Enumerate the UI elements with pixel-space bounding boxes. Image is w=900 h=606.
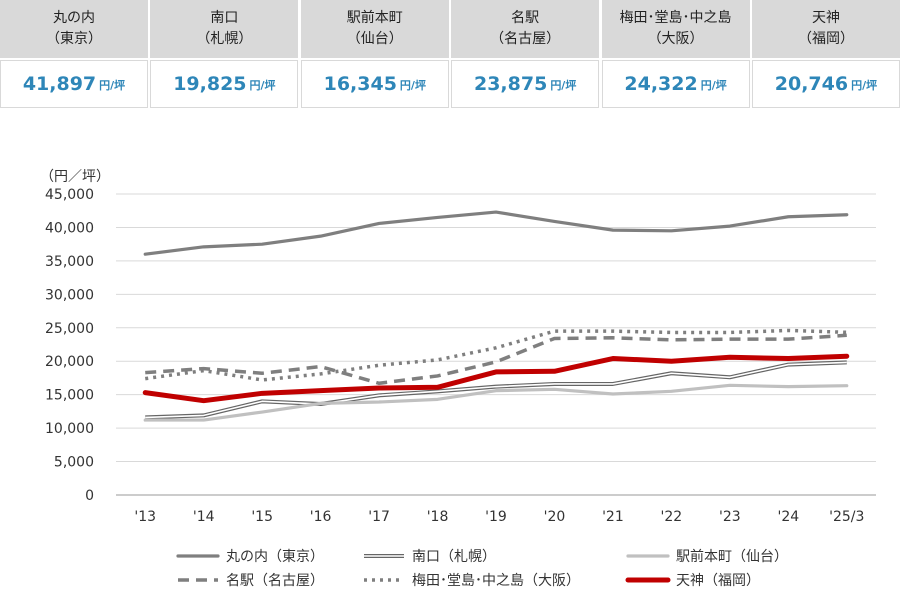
summary-cell-minamiguchi: 南口 （札幌） 19,825 円/坪 [150,0,299,108]
city-name: （福岡） [797,31,854,47]
rent-value: 41,897 円/坪 [0,60,148,108]
rent-unit: 円/坪 [99,79,126,92]
legend-label: 梅田･堂島･中之島（大阪） [412,573,580,589]
x-tick-label: '21 [602,509,624,525]
legend-label: 丸の内（東京） [226,549,324,565]
x-tick-label: '17 [368,509,390,525]
series-line-3 [145,333,847,386]
area-name: 梅田･堂島･中之島 [619,10,732,26]
summary-cell-header: 梅田･堂島･中之島 （大阪） [601,0,750,58]
series-lines [142,210,850,422]
city-name: （東京） [46,31,102,47]
legend-label: 天神（福岡） [676,573,760,589]
rent-unit: 円/坪 [700,79,727,92]
legend-item: 駅前本町（仙台） [626,548,788,565]
city-name: （名古屋） [490,31,561,47]
x-tick-label: '24 [777,509,799,525]
city-name: （大阪） [647,31,704,47]
summary-cell-meieki: 名駅 （名古屋） 23,875 円/坪 [451,0,600,108]
summary-cell-tenjin: 天神 （福岡） 20,746 円/坪 [751,0,900,108]
city-name: （札幌） [196,31,253,47]
x-tick-label: '25/3 [829,509,864,525]
y-tick-label: 40,000 [45,220,94,236]
x-tick-label: '22 [661,509,683,525]
legend-item: 丸の内（東京） [176,549,324,565]
rent-unit: 円/坪 [550,79,577,92]
legend-label: 南口（札幌） [412,549,496,565]
y-tick-label: 5,000 [54,455,94,471]
rent-unit: 円/坪 [399,79,426,92]
x-tick-label: '16 [310,509,332,525]
rent-value: 23,875 円/坪 [451,60,600,108]
city-name: （仙台） [346,31,403,47]
grid-lines [116,193,876,496]
summary-cell-header: 駅前本町 （仙台） [300,0,449,58]
area-name: 名駅 [511,10,540,26]
rent-unit: 円/坪 [851,79,878,92]
legend-item: 南口（札幌） [364,549,496,565]
legend-item: 名駅（名古屋） [178,573,324,589]
x-tick-label: '15 [251,509,273,525]
summary-cell-header: 名駅 （名古屋） [451,0,600,58]
x-tick-label: '14 [193,509,215,525]
area-name: 南口 [210,10,239,26]
y-tick-label: 30,000 [45,287,94,303]
summary-cell-header: 天神 （福岡） [751,0,900,58]
y-tick-label: 0 [85,488,94,504]
y-tick-label: 20,000 [45,354,94,370]
legend-label: 名駅（名古屋） [226,573,324,589]
y-axis-unit-label: （円／坪） [40,169,110,185]
y-tick-label: 35,000 [45,254,94,270]
x-tick-label: '18 [427,509,449,525]
area-name: 丸の内 [53,10,95,26]
y-tick-label: 15,000 [45,388,94,404]
y-tick-label: 25,000 [45,321,94,337]
x-tick-label: '20 [544,509,566,525]
series-line-1-inner [145,361,847,419]
summary-cell-ekimae-honcho: 駅前本町 （仙台） 16,345 円/坪 [300,0,449,108]
x-tick-label: '19 [485,509,507,525]
y-tick-label: 10,000 [45,421,94,437]
y-axis-ticks: 0 5,000 10,000 15,000 20,000 25,000 30,000 35,0… [45,187,94,504]
series-line-5 [142,353,850,404]
legend: 丸の内（東京） 南口（札幌） 駅前本町（仙台） 名駅（名古屋） 梅田･堂島･中之島（大阪… [176,548,788,589]
x-axis-ticks: '13 '14 '15 '16 '17 '18 '19 '20 '21 '22 '23 '24 '25/… [134,509,864,525]
series-line-4 [144,328,847,382]
summary-cell-header: 南口 （札幌） [150,0,299,58]
series-line-0 [143,210,849,256]
rent-value: 24,322 円/坪 [601,60,750,108]
rent-number: 24,322 [624,73,698,95]
rent-number: 20,746 [774,73,849,95]
summary-cell-umeda: 梅田･堂島･中之島 （大阪） 24,322 円/坪 [601,0,750,108]
summary-table: 丸の内 （東京） 41,897 円/坪 南口 （札幌） 19,825 円/坪 駅… [0,0,900,108]
legend-item: 天神（福岡） [625,573,760,589]
rent-number: 41,897 [22,73,97,95]
y-tick-label: 45,000 [45,187,94,203]
rent-unit: 円/坪 [249,79,276,92]
summary-cell-marunouchi: 丸の内 （東京） 41,897 円/坪 [0,0,148,108]
x-tick-label: '13 [134,509,156,525]
rent-value: 19,825 円/坪 [150,60,299,108]
x-tick-label: '23 [719,509,741,525]
series-line-2 [143,383,849,422]
legend-item: 梅田･堂島･中之島（大阪） [364,573,580,589]
legend-label: 駅前本町（仙台） [676,548,788,565]
rent-number: 23,875 [473,73,548,95]
area-name: 駅前本町 [346,10,403,26]
summary-cell-header: 丸の内 （東京） [0,0,148,58]
rent-value: 16,345 円/坪 [300,60,449,108]
rent-number: 16,345 [323,73,397,95]
rent-value: 20,746 円/坪 [751,60,900,108]
area-name: 天神 [811,10,840,26]
rent-number: 19,825 [173,73,247,95]
